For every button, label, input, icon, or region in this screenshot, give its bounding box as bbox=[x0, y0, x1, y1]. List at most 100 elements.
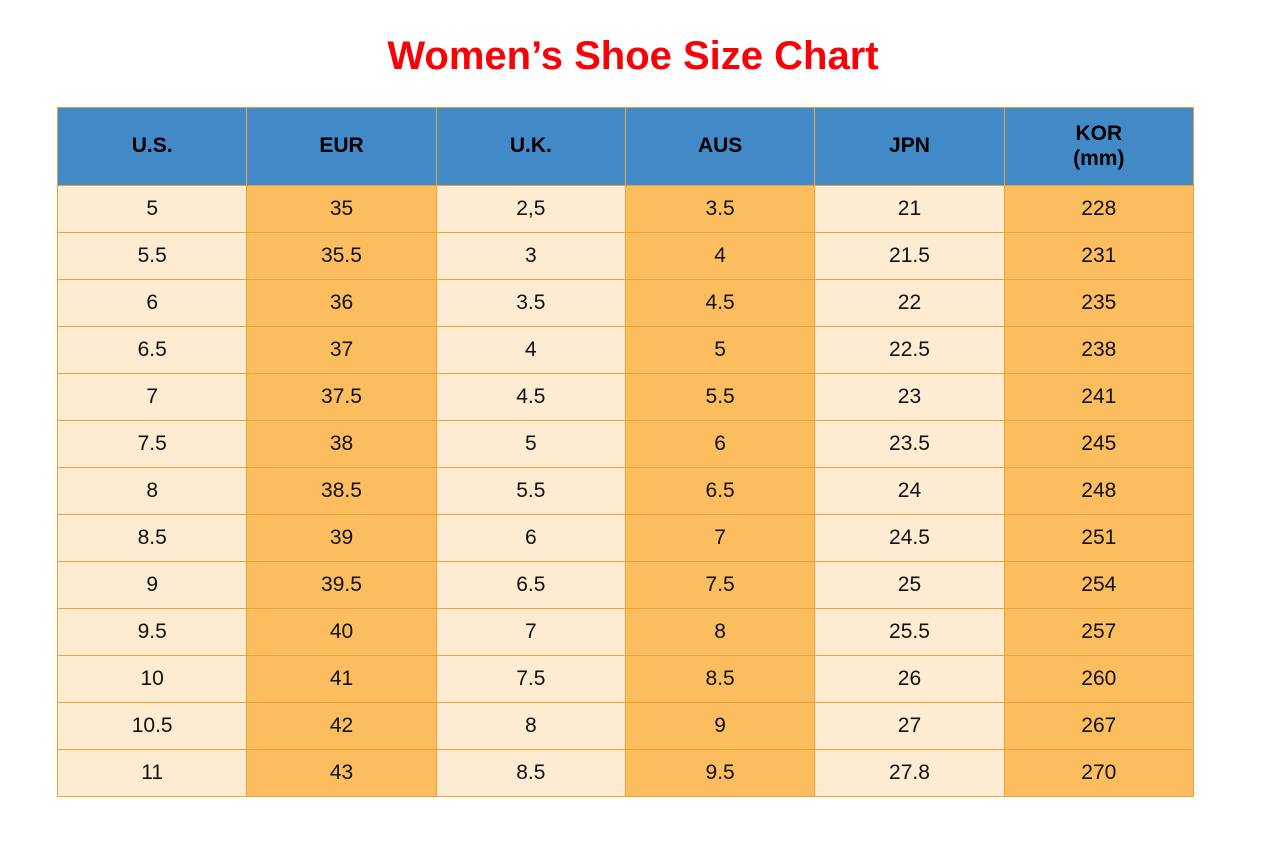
cell-aus: 7 bbox=[624, 514, 816, 562]
cell-us: 6 bbox=[56, 279, 248, 327]
cell-jpn: 21 bbox=[814, 185, 1005, 233]
cell-us: 8.5 bbox=[56, 514, 248, 562]
cell-uk: 8.5 bbox=[435, 749, 626, 797]
cell-eur: 43 bbox=[246, 749, 437, 797]
table-row: 9 39.5 6.5 7.5 25 254 bbox=[56, 561, 1195, 609]
table-header-row: U.S. EUR U.K. AUS JPN KOR (mm) bbox=[56, 107, 1195, 186]
cell-kor: 257 bbox=[1003, 608, 1195, 656]
cell-eur: 37 bbox=[246, 326, 437, 374]
cell-uk: 6.5 bbox=[435, 561, 626, 609]
cell-kor: 270 bbox=[1003, 749, 1195, 797]
cell-eur: 40 bbox=[246, 608, 437, 656]
cell-eur: 35.5 bbox=[246, 232, 437, 280]
cell-us: 9 bbox=[56, 561, 248, 609]
column-header-label: AUS bbox=[697, 134, 743, 158]
cell-us: 7.5 bbox=[56, 420, 248, 468]
cell-kor: 238 bbox=[1003, 326, 1195, 374]
table-body: 5 35 2,5 3.5 21 228 5.5 35.5 3 4 21.5 231 6 36 3.5 4.5 2… bbox=[56, 185, 1195, 797]
cell-jpn: 25 bbox=[814, 561, 1005, 609]
cell-eur: 39.5 bbox=[246, 561, 437, 609]
table-row: 6.5 37 4 5 22.5 238 bbox=[56, 326, 1195, 374]
table-row: 5 35 2,5 3.5 21 228 bbox=[56, 185, 1195, 233]
cell-jpn: 22.5 bbox=[814, 326, 1005, 374]
cell-uk: 7.5 bbox=[435, 655, 626, 703]
cell-us: 6.5 bbox=[56, 326, 248, 374]
cell-us: 8 bbox=[56, 467, 248, 515]
cell-kor: 260 bbox=[1003, 655, 1195, 703]
cell-jpn: 21.5 bbox=[814, 232, 1005, 280]
table-header: U.S. EUR U.K. AUS JPN KOR (mm) bbox=[56, 107, 1195, 186]
cell-kor: 248 bbox=[1003, 467, 1195, 515]
column-header-sublabel: (mm) bbox=[1073, 146, 1125, 170]
cell-aus: 3.5 bbox=[624, 185, 816, 233]
cell-aus: 4 bbox=[624, 232, 816, 280]
table-row: 6 36 3.5 4.5 22 235 bbox=[56, 279, 1195, 327]
cell-uk: 3.5 bbox=[435, 279, 626, 327]
cell-jpn: 24 bbox=[814, 467, 1005, 515]
cell-aus: 5.5 bbox=[624, 373, 816, 421]
cell-us: 7 bbox=[56, 373, 248, 421]
table-row: 11 43 8.5 9.5 27.8 270 bbox=[56, 749, 1195, 797]
column-header-uk: U.K. bbox=[435, 107, 626, 186]
cell-jpn: 27.8 bbox=[814, 749, 1005, 797]
cell-uk: 5 bbox=[435, 420, 626, 468]
cell-uk: 3 bbox=[435, 232, 626, 280]
cell-kor: 251 bbox=[1003, 514, 1195, 562]
cell-uk: 4 bbox=[435, 326, 626, 374]
cell-uk: 6 bbox=[435, 514, 626, 562]
column-header-label: U.S. bbox=[131, 134, 173, 158]
column-header-kor: KOR (mm) bbox=[1003, 107, 1195, 186]
cell-eur: 42 bbox=[246, 702, 437, 750]
cell-kor: 267 bbox=[1003, 702, 1195, 750]
cell-us: 11 bbox=[56, 749, 248, 797]
cell-kor: 235 bbox=[1003, 279, 1195, 327]
cell-aus: 8 bbox=[624, 608, 816, 656]
column-header-aus: AUS bbox=[624, 107, 816, 186]
column-header-eur: EUR bbox=[246, 107, 437, 186]
column-header-jpn: JPN bbox=[814, 107, 1005, 186]
cell-jpn: 27 bbox=[814, 702, 1005, 750]
table-row: 10.5 42 8 9 27 267 bbox=[56, 702, 1195, 750]
table-row: 5.5 35.5 3 4 21.5 231 bbox=[56, 232, 1195, 280]
cell-us: 5 bbox=[56, 185, 248, 233]
column-header-label: KOR bbox=[1075, 122, 1123, 146]
column-header-us: U.S. bbox=[56, 107, 248, 186]
cell-aus: 7.5 bbox=[624, 561, 816, 609]
cell-jpn: 22 bbox=[814, 279, 1005, 327]
cell-uk: 8 bbox=[435, 702, 626, 750]
cell-us: 10 bbox=[56, 655, 248, 703]
cell-eur: 35 bbox=[246, 185, 437, 233]
cell-uk: 5.5 bbox=[435, 467, 626, 515]
cell-jpn: 26 bbox=[814, 655, 1005, 703]
page-title: Women’s Shoe Size Chart bbox=[387, 34, 879, 78]
cell-kor: 254 bbox=[1003, 561, 1195, 609]
cell-jpn: 25.5 bbox=[814, 608, 1005, 656]
column-header-label: EUR bbox=[319, 134, 364, 158]
cell-eur: 36 bbox=[246, 279, 437, 327]
cell-aus: 4.5 bbox=[624, 279, 816, 327]
cell-aus: 8.5 bbox=[624, 655, 816, 703]
cell-kor: 245 bbox=[1003, 420, 1195, 468]
cell-jpn: 23.5 bbox=[814, 420, 1005, 468]
cell-uk: 2,5 bbox=[435, 185, 626, 233]
cell-aus: 9 bbox=[624, 702, 816, 750]
cell-us: 9.5 bbox=[56, 608, 248, 656]
table-row: 8.5 39 6 7 24.5 251 bbox=[56, 514, 1195, 562]
column-header-label: U.K. bbox=[509, 134, 552, 158]
cell-aus: 6 bbox=[624, 420, 816, 468]
cell-kor: 228 bbox=[1003, 185, 1195, 233]
cell-eur: 38 bbox=[246, 420, 437, 468]
table-row: 9.5 40 7 8 25.5 257 bbox=[56, 608, 1195, 656]
cell-eur: 38.5 bbox=[246, 467, 437, 515]
cell-aus: 9.5 bbox=[624, 749, 816, 797]
table-row: 10 41 7.5 8.5 26 260 bbox=[56, 655, 1195, 703]
cell-us: 5.5 bbox=[56, 232, 248, 280]
table-row: 7 37.5 4.5 5.5 23 241 bbox=[56, 373, 1195, 421]
cell-kor: 231 bbox=[1003, 232, 1195, 280]
cell-eur: 41 bbox=[246, 655, 437, 703]
cell-jpn: 23 bbox=[814, 373, 1005, 421]
cell-aus: 5 bbox=[624, 326, 816, 374]
cell-aus: 6.5 bbox=[624, 467, 816, 515]
cell-eur: 37.5 bbox=[246, 373, 437, 421]
